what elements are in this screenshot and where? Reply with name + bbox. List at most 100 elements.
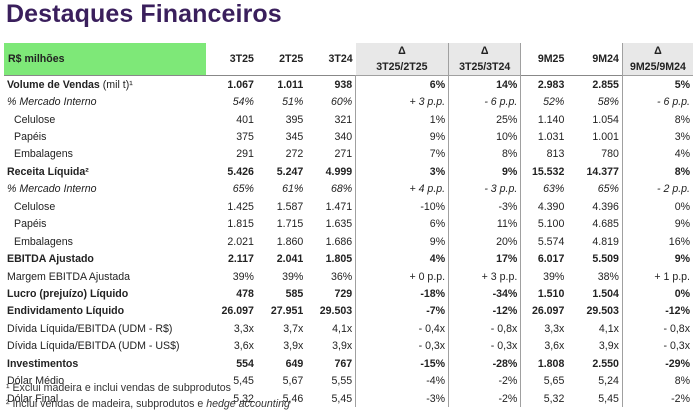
table-cell: 60% (330, 96, 353, 109)
table-cell: 272 (285, 148, 304, 161)
col-header-3t25: 3T25 (229, 53, 254, 65)
table-cell: -4% (355, 372, 449, 390)
row-label-text: Receita Líquida² (7, 165, 89, 178)
table-cell: 2.550 (592, 357, 619, 370)
row-label-text: % Mercado Interno (7, 183, 97, 196)
table-cell: 938 (306, 75, 356, 94)
table-cell: 1.471 (325, 200, 353, 213)
table-cell: 585 (285, 287, 304, 300)
table-cell: 767 (334, 357, 353, 370)
row-label-text: Embalagens (14, 235, 73, 248)
row-label: Celulose (4, 198, 206, 215)
table-cell: 340 (334, 131, 353, 144)
table-cell: 1.587 (276, 200, 304, 213)
table-cell: 5,32 (233, 392, 254, 405)
table-cell: 3,6x (520, 337, 568, 355)
table-cell: -18% (355, 285, 449, 303)
col-header-3t24: 3T24 (328, 53, 353, 65)
table-cell: 2.117 (227, 253, 254, 266)
table-cell: 2.855 (567, 75, 623, 94)
table-cell: 5% (621, 75, 693, 94)
table-cell: 3,9x (598, 340, 619, 353)
table-cell: 5,46 (282, 392, 304, 405)
table-cell: 68% (330, 183, 353, 196)
table-cell: 1.140 (520, 110, 568, 129)
table-cell: 65% (597, 183, 619, 196)
table-cell: 375 (236, 131, 254, 144)
table-row: Celulose 1.425 1.587 1.471 -10% -3% 4.390 4.396… (4, 198, 693, 216)
table-cell: 4,1x (332, 322, 353, 335)
table-cell: 9% (448, 163, 521, 181)
table-cell: 5,65 (520, 372, 568, 390)
table-row: Papéis 375 345 340 9% 10% 1.031 1.001 3% (4, 128, 693, 146)
table-cell: 9% (621, 250, 693, 268)
table-cell: 3% (621, 128, 693, 146)
row-label-text: Investimentos (7, 357, 79, 370)
table-cell: 10% (448, 128, 521, 146)
table-cell: - 0,3x (448, 337, 521, 355)
table-cell: 4% (355, 250, 449, 268)
table-cell: 5.574 (520, 232, 568, 251)
table-cell: 8% (621, 163, 693, 181)
table-cell: -28% (448, 355, 521, 373)
table-row: Receita Líquida² 5.426 5.247 4.999 3% 9% 15.53… (4, 163, 693, 181)
table-cell: 1.715 (276, 218, 304, 231)
table-cell: -12% (621, 302, 693, 321)
table-cell: 2.041 (276, 253, 304, 266)
table-cell: 3,3x (520, 320, 568, 338)
table-cell: 5.509 (592, 253, 619, 266)
col-header-9m24: 9M24 (592, 53, 619, 65)
table-cell: - 0,4x (355, 320, 449, 338)
table-cell: 39% (232, 270, 254, 283)
table-cell: 5.426 (227, 165, 254, 178)
row-label-text: Endividamento Líquido (7, 305, 125, 318)
table-cell: - 0,3x (621, 337, 693, 355)
row-label: Papéis (4, 128, 206, 145)
financial-highlights-table: R$ milhões 3T25 2T25 3T24 Δ Δ 9M25 9M24 … (4, 43, 693, 408)
table-cell: 1.011 (256, 75, 307, 94)
page-title: Destaques Financeiros (6, 0, 282, 28)
table-row: Embalagens 291 272 271 7% 8% 813 780 4% (4, 145, 693, 164)
row-label-unit: (mil t)¹ (99, 78, 133, 91)
table-cell: 6% (355, 75, 449, 94)
delta-symbol: Δ (355, 43, 449, 59)
table-cell: 4.999 (325, 165, 353, 178)
table-cell: + 4 p.p. (355, 180, 449, 199)
table-row: % Mercado Interno 54% 51% 60% + 3 p.p. - 6 p.… (4, 93, 693, 111)
table-cell: 1.510 (520, 285, 568, 303)
table-cell: 1.054 (592, 113, 619, 126)
table-cell: 1.504 (592, 287, 619, 300)
table-cell: 4% (621, 145, 693, 164)
row-label: Investimentos (4, 355, 206, 372)
table-cell: 51% (282, 96, 304, 109)
table-cell: 0% (621, 285, 693, 303)
table-cell: -15% (355, 355, 449, 373)
row-label: Volume de Vendas (mil t)¹ (4, 75, 206, 94)
table-cell: 4.396 (592, 200, 619, 213)
row-label: Dólar Médio (4, 372, 206, 389)
table-cell: 554 (236, 357, 254, 370)
table-cell: 63% (520, 180, 568, 199)
table-cell: 1.686 (325, 235, 353, 248)
table-cell: 61% (282, 183, 304, 196)
table-cell: -29% (621, 355, 693, 373)
table-row: Lucro (prejuízo) Líquido 478 585 729 -18% -34… (4, 285, 693, 303)
table-cell: 14% (448, 75, 521, 94)
table-cell: 27.951 (270, 305, 304, 318)
table-cell: 5,45 (598, 392, 619, 405)
row-label: Dólar Final (4, 390, 206, 407)
table-cell: 2.983 (520, 75, 568, 94)
table-cell: 1.031 (520, 128, 568, 146)
delta-symbol: Δ (448, 43, 521, 59)
table-cell: 7% (355, 145, 449, 164)
row-label: Papéis (4, 216, 206, 233)
row-label: EBITDA Ajustado (4, 250, 206, 267)
table-cell: 1.808 (520, 355, 568, 373)
table-row: EBITDA Ajustado 2.117 2.041 1.805 4% 17% 6.017… (4, 250, 693, 268)
row-label: Margem EBITDA Ajustada (4, 268, 206, 285)
table-cell: 14.377 (586, 165, 619, 178)
table-cell: -10% (355, 198, 449, 216)
table-cell: 17% (448, 250, 521, 268)
row-label-text: Lucro (prejuízo) Líquido (7, 287, 129, 300)
table-cell: 5,32 (520, 389, 568, 408)
